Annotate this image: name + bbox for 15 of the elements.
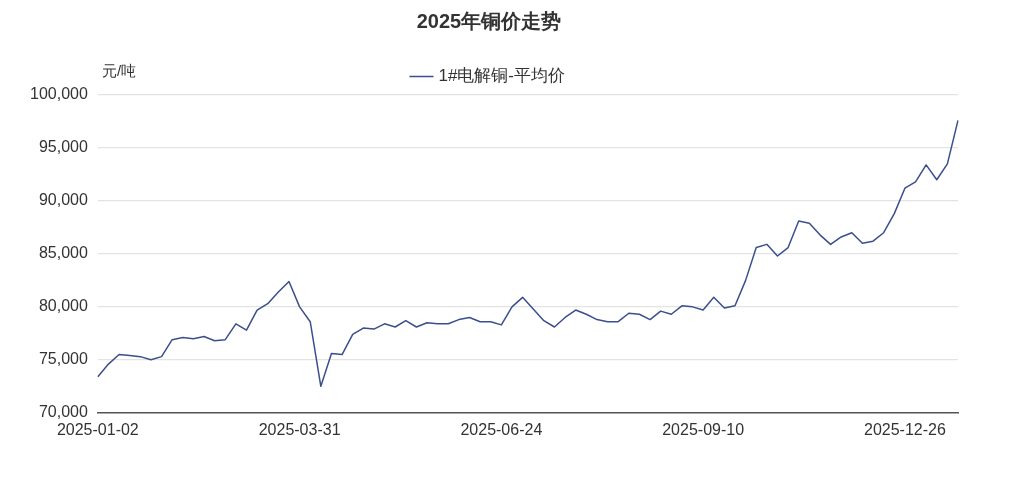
- y-tick-label: 100,000: [29, 85, 88, 103]
- x-tick-label: 2025-01-02: [56, 420, 139, 438]
- x-tick-label: 2025-06-24: [460, 420, 543, 438]
- chart-title: 2025年铜价走势: [416, 9, 562, 32]
- y-tick-label: 70,000: [38, 403, 88, 421]
- x-tick-label: 2025-12-26: [863, 420, 946, 438]
- legend-label: 1#电解铜-平均价: [438, 66, 566, 86]
- y-axis-title: 元/吨: [102, 61, 137, 79]
- x-tick-label: 2025-09-10: [662, 420, 745, 438]
- y-tick-label: 85,000: [38, 244, 88, 262]
- y-tick-label: 90,000: [38, 191, 88, 209]
- y-tick-label: 80,000: [38, 297, 88, 315]
- x-tick-label: 2025-03-31: [258, 420, 341, 438]
- y-tick-label: 75,000: [38, 350, 88, 368]
- y-tick-label: 95,000: [38, 138, 88, 156]
